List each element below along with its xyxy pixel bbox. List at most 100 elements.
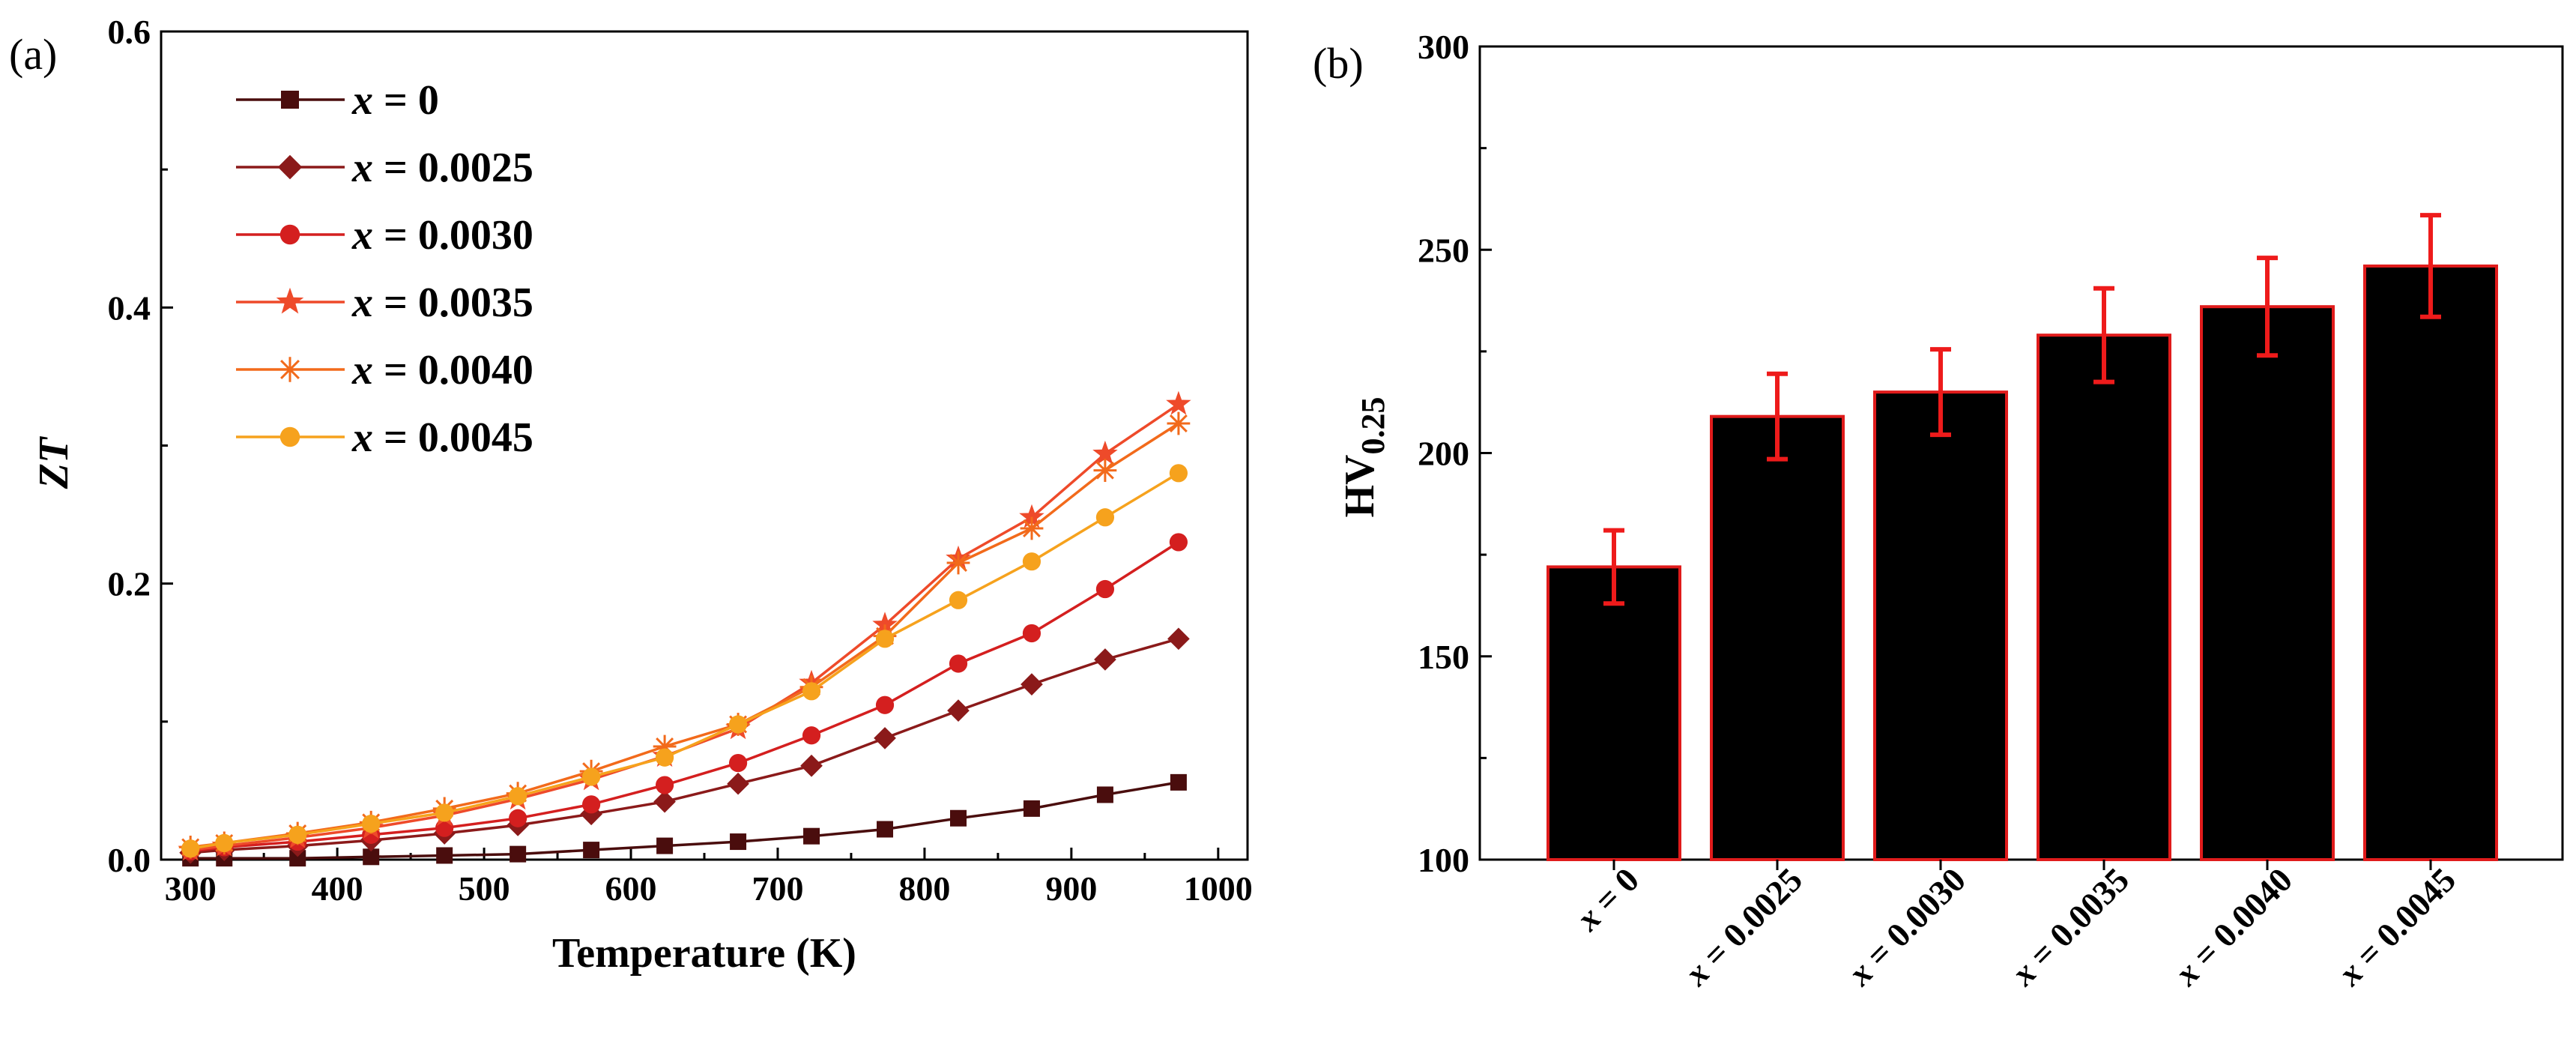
data-point bbox=[1093, 459, 1117, 482]
x-axis-title: Temperature (K) bbox=[552, 930, 856, 977]
x-tick-label: x = 0.0025 bbox=[1677, 860, 1809, 993]
y-axis-title: HV0.25 bbox=[1337, 397, 1391, 518]
legend-var: x bbox=[351, 212, 373, 259]
data-point bbox=[728, 753, 748, 773]
series-1 bbox=[182, 773, 1187, 867]
legend-value: = 0.0035 bbox=[373, 280, 533, 326]
zt-line-chart: 300 400 500 600 700 800 900 1000 0.0 0.2 0.4 0.6 Tem… bbox=[9, 13, 1253, 977]
legend-value: = 0 bbox=[373, 77, 439, 124]
legend-label: x = 0.0025 bbox=[351, 145, 533, 191]
data-point bbox=[727, 772, 749, 795]
y-tick-label: 150 bbox=[1418, 638, 1469, 676]
y-tick-label: 100 bbox=[1418, 841, 1469, 879]
data-point bbox=[1094, 648, 1116, 671]
legend-value: = 0.0040 bbox=[373, 347, 533, 393]
x-tick-value: = 0.0025 bbox=[1690, 860, 1809, 980]
legend-marker bbox=[276, 287, 304, 314]
data-point bbox=[583, 842, 600, 859]
y-tick-label: 0.4 bbox=[108, 289, 151, 327]
data-point bbox=[582, 767, 601, 786]
x-tick-label: 900 bbox=[1045, 869, 1097, 908]
x-tick-label: 300 bbox=[165, 869, 217, 908]
legend-marker bbox=[279, 426, 300, 447]
y-axis-title-main: HV bbox=[1337, 455, 1383, 518]
data-point bbox=[874, 727, 896, 749]
legend-var: x bbox=[351, 280, 373, 326]
data-point bbox=[1092, 440, 1118, 465]
data-point bbox=[949, 654, 968, 673]
legend-var: x bbox=[351, 77, 373, 124]
y-axis-title-subscript: 0.25 bbox=[1355, 397, 1391, 455]
x-tick-label: 700 bbox=[752, 869, 803, 908]
legend-var: x bbox=[351, 145, 373, 191]
data-point bbox=[803, 827, 820, 845]
data-point bbox=[1022, 624, 1041, 643]
data-point bbox=[1169, 464, 1188, 483]
data-point bbox=[802, 726, 821, 745]
legend-marker bbox=[281, 91, 299, 109]
hardness-bar-chart: 100 150 200 250 300 x = 0 x = 0.0025 x = 0.0030… bbox=[1313, 28, 2564, 993]
data-point bbox=[582, 795, 601, 814]
data-point bbox=[656, 837, 674, 854]
legend-label: x = 0.0040 bbox=[351, 347, 533, 393]
data-point bbox=[875, 696, 895, 714]
data-point bbox=[875, 630, 895, 648]
data-point bbox=[363, 848, 380, 866]
data-point bbox=[655, 748, 674, 767]
data-point bbox=[1167, 627, 1190, 651]
x-tick-label: x = 0.0045 bbox=[2330, 860, 2463, 993]
panel-label: (a) bbox=[9, 30, 57, 79]
panel-label: (b) bbox=[1313, 39, 1364, 88]
series-6 bbox=[181, 464, 1188, 858]
legend-marker bbox=[277, 154, 303, 180]
legend-marker bbox=[277, 357, 303, 382]
x-tick-label: x = 0 bbox=[1568, 860, 1646, 938]
y-tick-label: 200 bbox=[1418, 435, 1469, 473]
bar bbox=[1710, 414, 1845, 861]
data-point bbox=[1169, 533, 1188, 552]
data-point bbox=[949, 591, 968, 609]
data-point bbox=[653, 790, 676, 813]
data-point bbox=[872, 612, 898, 636]
legend-label: x = 0.0045 bbox=[351, 414, 533, 461]
data-point bbox=[947, 699, 970, 722]
data-point bbox=[877, 821, 894, 838]
x-tick-label: 400 bbox=[312, 869, 363, 908]
data-point bbox=[509, 787, 527, 806]
data-point bbox=[181, 839, 200, 858]
y-tick-label: 300 bbox=[1418, 28, 1469, 66]
data-point bbox=[728, 715, 748, 734]
data-point bbox=[730, 833, 747, 851]
data-point bbox=[946, 551, 970, 575]
series-line bbox=[190, 781, 1179, 860]
data-point bbox=[800, 754, 823, 777]
x-tick-label: x = 0.0040 bbox=[2167, 860, 2300, 993]
data-point bbox=[1166, 390, 1191, 415]
legend-value: = 0.0025 bbox=[373, 145, 533, 191]
data-point bbox=[1170, 773, 1187, 791]
bar bbox=[2363, 264, 2498, 861]
data-point bbox=[435, 803, 454, 822]
y-axis-title: ZT bbox=[31, 435, 77, 489]
legend-value: = 0.0030 bbox=[373, 212, 533, 259]
data-point bbox=[215, 833, 234, 852]
legend-var: x bbox=[351, 347, 373, 393]
data-point bbox=[288, 825, 307, 844]
y-tick-label: 0.0 bbox=[108, 841, 151, 879]
legend-marker bbox=[279, 224, 300, 245]
series-line bbox=[190, 637, 1179, 854]
bar bbox=[2200, 305, 2335, 861]
data-point bbox=[1096, 786, 1113, 803]
series-3 bbox=[181, 533, 1188, 861]
x-tick-label: 600 bbox=[605, 869, 657, 908]
data-point bbox=[289, 850, 306, 867]
y-tick-label: 0.6 bbox=[108, 13, 151, 51]
x-tick-label: 500 bbox=[459, 869, 510, 908]
data-point bbox=[1022, 552, 1041, 571]
data-point bbox=[653, 734, 677, 758]
data-point bbox=[1095, 508, 1115, 527]
x-tick-label: x = 0.0030 bbox=[1840, 860, 1973, 993]
legend-label: x = 0.0030 bbox=[351, 212, 533, 259]
series-4 bbox=[178, 390, 1191, 861]
